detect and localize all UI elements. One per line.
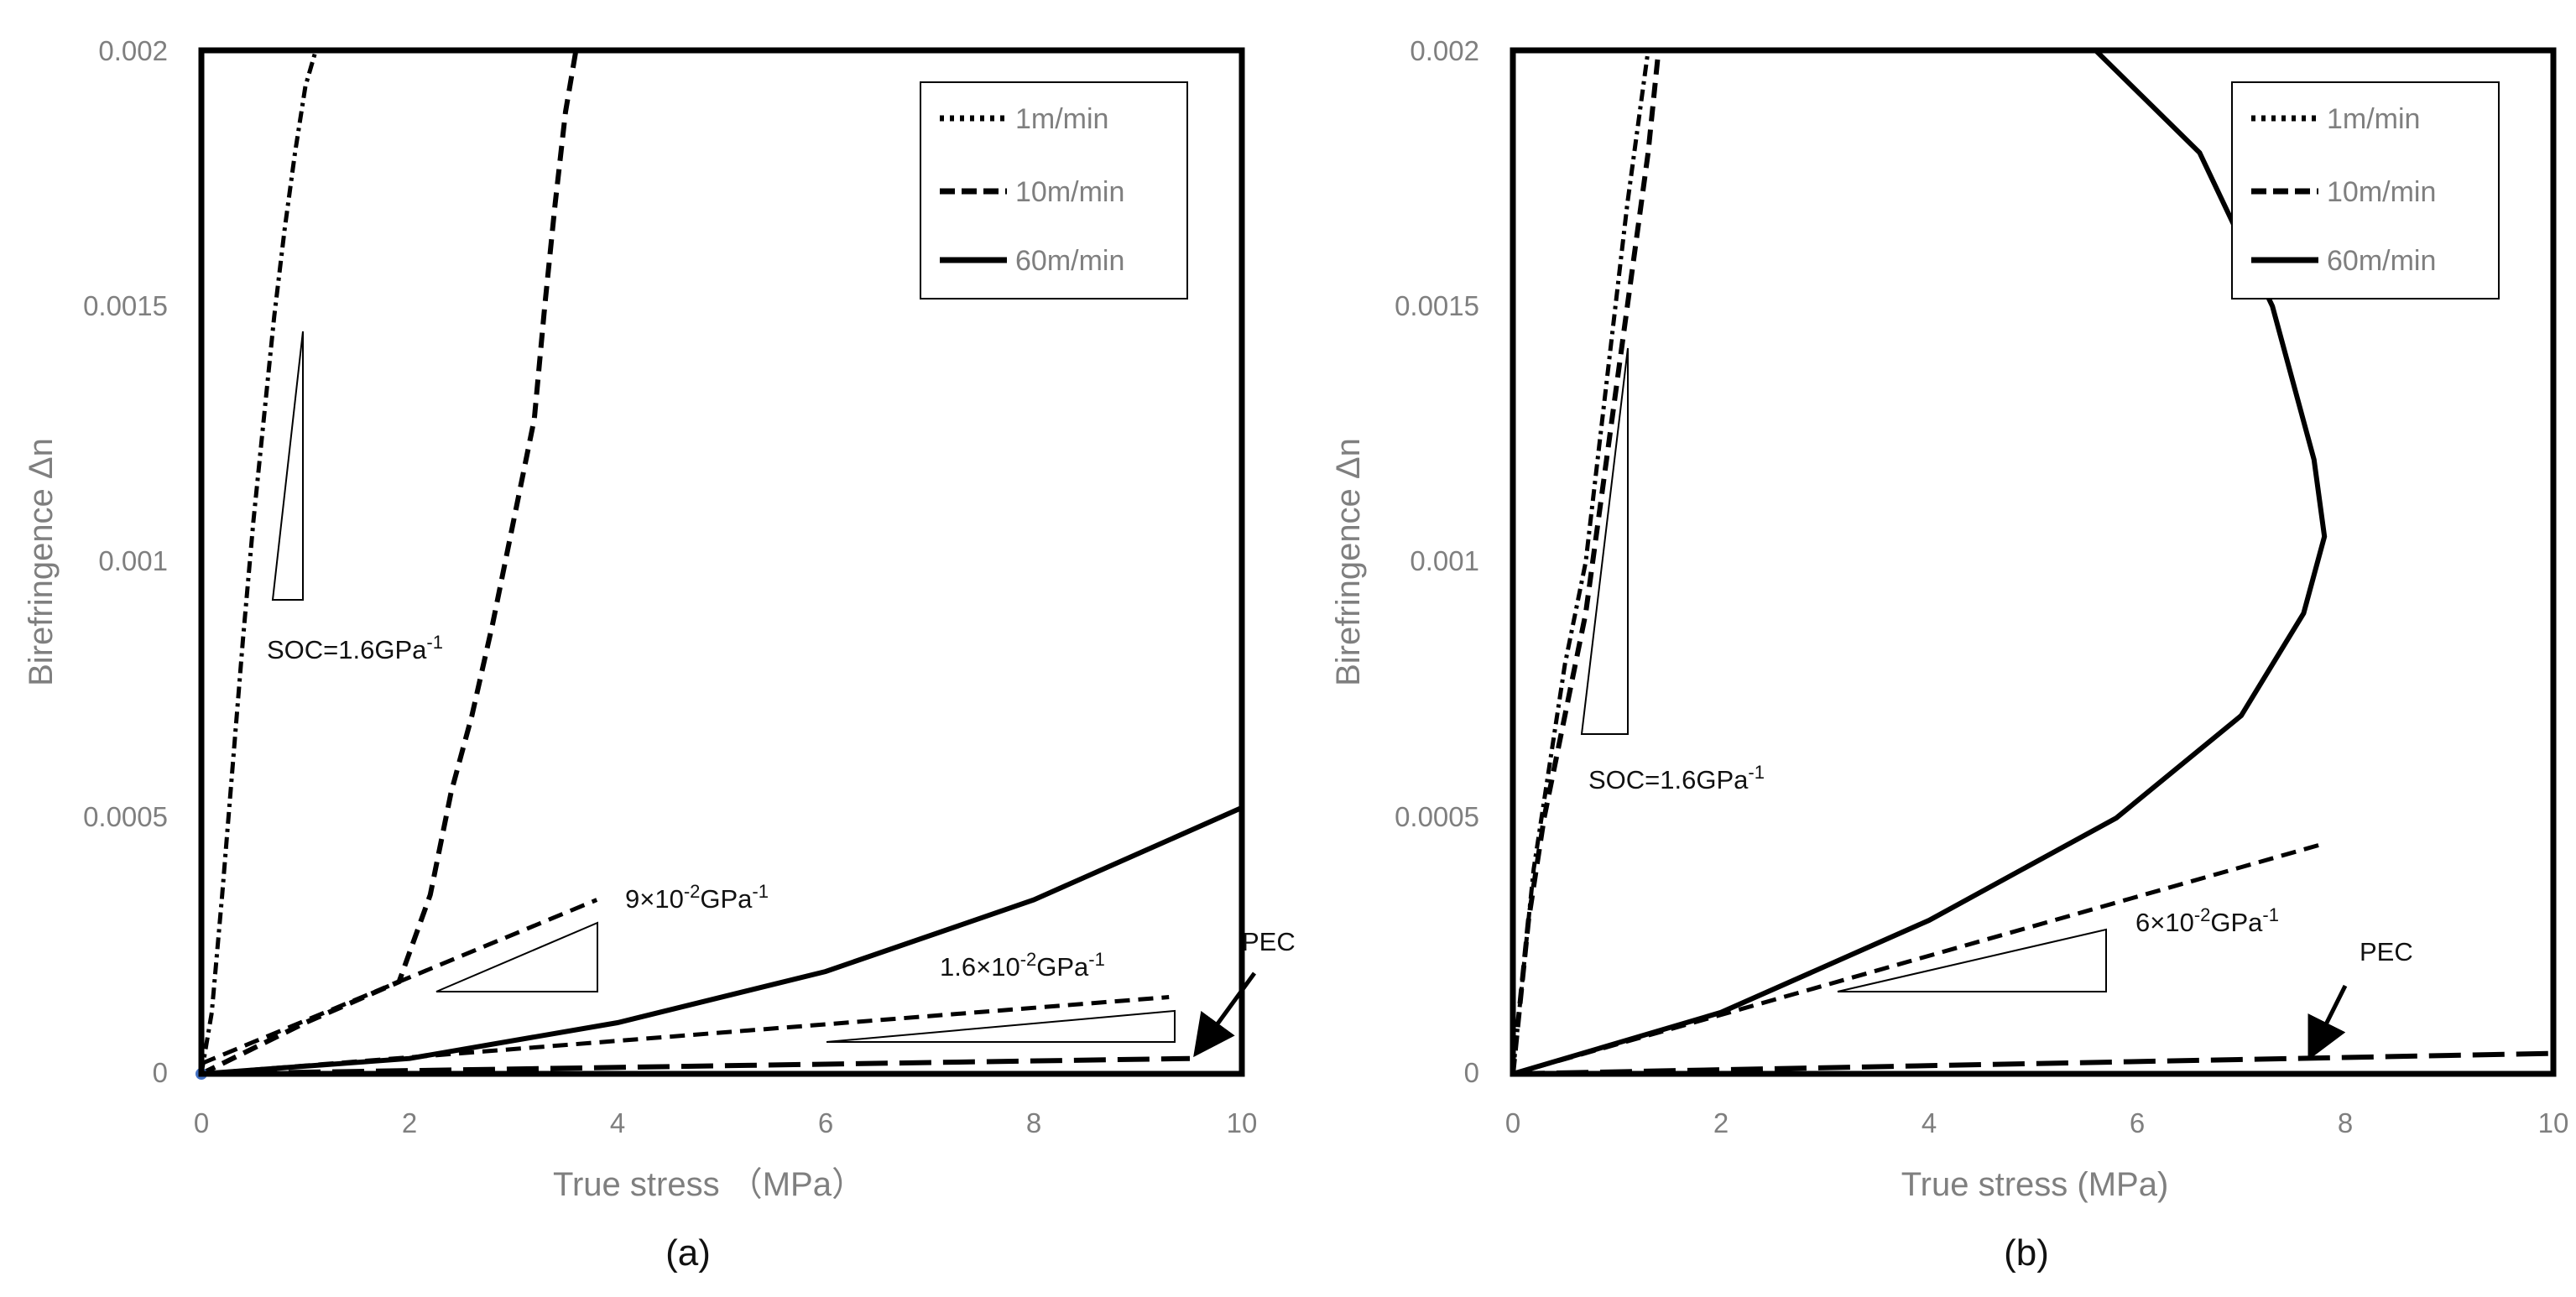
- panel-b-series-10m-min: [1510, 49, 1661, 1075]
- panel-b-xtick-6: 6: [2130, 1107, 2145, 1138]
- panel-b-xtick-0: 0: [1505, 1107, 1520, 1138]
- panel-a-slope-triangle-1: [435, 921, 598, 992]
- panel-a-ticks-y: 0 0.0005 0.001 0.0015 0.002: [83, 35, 168, 1088]
- panel-a-xtick-2: 2: [402, 1107, 417, 1138]
- panel-a-legend-label-3: 60m/min: [1015, 245, 1124, 277]
- panel-a-ytick-0005: 0.0005: [83, 801, 168, 832]
- panel-a-slope1-label: 9×10-2GPa-1: [625, 881, 769, 914]
- panel-a-ticks-x: 0 2 4 6 8 10: [194, 1107, 1258, 1138]
- panel-a-xtick-6: 6: [818, 1107, 833, 1138]
- panel-a-plot-frame: [198, 47, 1245, 1077]
- panel-b-xtick-8: 8: [2338, 1107, 2353, 1138]
- panel-b-ticks-y: 0 0.0005 0.001 0.0015 0.002: [1395, 35, 1479, 1088]
- panel-b-slope1-label: 6×10-2GPa-1: [2135, 904, 2279, 937]
- panel-a-ytick-002: 0.002: [98, 35, 168, 66]
- panel-b-xtick-2: 2: [1713, 1107, 1729, 1138]
- panel-a-slope2-label: 1.6×10-2GPa-1: [940, 949, 1105, 982]
- panel-b-pec-label: PEC: [2360, 937, 2413, 966]
- panel-a-legend-label-1: 1m/min: [1015, 103, 1108, 135]
- panel-a-series-10m-min: [200, 49, 579, 1076]
- panel-b-xtick-4: 4: [1922, 1107, 1937, 1138]
- panel-b-ytick-0005: 0.0005: [1395, 801, 1479, 832]
- panel-b-legend-label-2: 10m/min: [2327, 176, 2436, 208]
- panel-b-ticks-x: 0 2 4 6 8 10: [1505, 1107, 2569, 1138]
- panel-a-series-pec: [201, 1055, 1191, 1076]
- panel-a-x-axis-title: True stress （MPa）: [553, 1166, 865, 1203]
- panel-b-series-pec: [1512, 1050, 2554, 1076]
- panel-b-ytick-001: 0.001: [1410, 545, 1479, 576]
- panel-b-soc-label: SOC=1.6GPa-1: [1588, 762, 1765, 794]
- panel-a-xtick-4: 4: [610, 1107, 625, 1138]
- panel-b-y-axis-title: Birefringence Δn: [1330, 438, 1367, 686]
- panel-a-slope-line-1-6e-2: [201, 995, 1170, 1076]
- panel-a-ytick-0015: 0.0015: [83, 290, 168, 321]
- panel-b-slope-triangle: [1837, 928, 2107, 992]
- panel-b-series-1m-min: [1510, 49, 1650, 1075]
- panel-a-y-axis-title: Birefringence Δn: [23, 438, 60, 686]
- panel-b-slope-line-6e-2: [1512, 841, 2325, 1076]
- panel-a-legend: 1m/min 10m/min 60m/min: [920, 81, 1188, 300]
- panel-b-ytick-0: 0: [1464, 1057, 1479, 1088]
- panel-a-xtick-0: 0: [194, 1107, 209, 1138]
- panel-b-xtick-10: 10: [2538, 1107, 2569, 1138]
- panel-b-soc-triangle: [1580, 347, 1629, 735]
- panel-a-slope-line-9e-2: [201, 898, 598, 1066]
- panel-a-xtick-8: 8: [1026, 1107, 1041, 1138]
- panel-a-soc-label: SOC=1.6GPa-1: [267, 632, 443, 664]
- panel-b-pec-arrow: [2307, 984, 2348, 1060]
- panel-b-legend-label-3: 60m/min: [2327, 245, 2436, 277]
- panel-b-ytick-002: 0.002: [1410, 35, 1479, 66]
- panel-a-legend-label-2: 10m/min: [1015, 176, 1124, 208]
- panel-b-plot-frame: [1510, 47, 2557, 1077]
- panel-a-soc-triangle: [271, 331, 304, 601]
- panel-a-pec-label: PEC: [1242, 927, 1296, 956]
- panel-b-x-axis-title: True stress (MPa): [1901, 1166, 2169, 1203]
- panel-b: 0 2 4 6 8 10 0 0.0005 0.001 0.0015 0.002…: [1330, 35, 2568, 1274]
- panel-a-series-1m-min: [199, 49, 318, 1075]
- panel-a-ytick-001: 0.001: [98, 545, 168, 576]
- panel-b-legend-label-1: 1m/min: [2327, 103, 2420, 135]
- panel-a-ytick-0: 0: [153, 1057, 168, 1088]
- panel-a-slope-triangle-2: [826, 1009, 1176, 1043]
- panel-a-xtick-10: 10: [1227, 1107, 1258, 1138]
- panel-a: 0 2 4 6 8 10 0 0.0005 0.001 0.0015 0.002…: [23, 35, 1296, 1274]
- panel-a-series: [199, 49, 1244, 1076]
- panel-b-caption: (b): [2004, 1232, 2049, 1274]
- panel-b-legend: 1m/min 10m/min 60m/min: [2231, 81, 2500, 300]
- panel-b-ytick-0015: 0.0015: [1395, 290, 1479, 321]
- panel-a-pec-arrow: [1193, 971, 1257, 1058]
- panel-a-caption: (a): [665, 1232, 711, 1274]
